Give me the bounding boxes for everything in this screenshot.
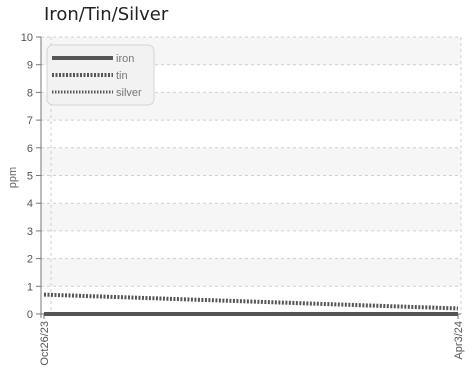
y-tick-label: 7 — [27, 115, 33, 127]
y-tick-label: 8 — [27, 87, 33, 99]
x-tick-label: Apr3/24 — [453, 321, 465, 360]
y-tick-label: 5 — [27, 171, 33, 183]
legend-label-tin: tin — [116, 70, 128, 82]
plot-band — [41, 258, 461, 287]
y-tick-label: 2 — [27, 254, 33, 266]
legend-label-iron: iron — [116, 53, 134, 65]
series-line-tin — [43, 292, 459, 311]
y-tick-labels: 0 1 2 3 4 5 6 7 8 9 10 — [21, 32, 41, 321]
plot-band — [41, 147, 461, 176]
legend-label-silver: silver — [116, 87, 142, 99]
y-tick-label: 9 — [27, 60, 33, 72]
y-tick-label: 3 — [27, 226, 33, 238]
y-axis-label: ppm — [7, 167, 19, 188]
y-tick-label: 1 — [27, 281, 33, 293]
series-lines — [43, 292, 459, 316]
x-tick-labels: Oct26/23 Apr3/24 — [39, 314, 465, 366]
grid-lines — [41, 36, 462, 315]
y-tick-label: 10 — [21, 32, 33, 44]
plot-band — [41, 203, 461, 231]
y-tick-label: 0 — [27, 309, 33, 321]
y-tick-label: 6 — [27, 143, 33, 155]
legend: iron tin silver — [46, 44, 155, 106]
chart-title: Iron/Tin/Silver — [44, 4, 169, 25]
y-tick-label: 4 — [27, 198, 33, 210]
plot-bands — [41, 37, 461, 287]
x-tick-label: Oct26/23 — [39, 321, 51, 366]
